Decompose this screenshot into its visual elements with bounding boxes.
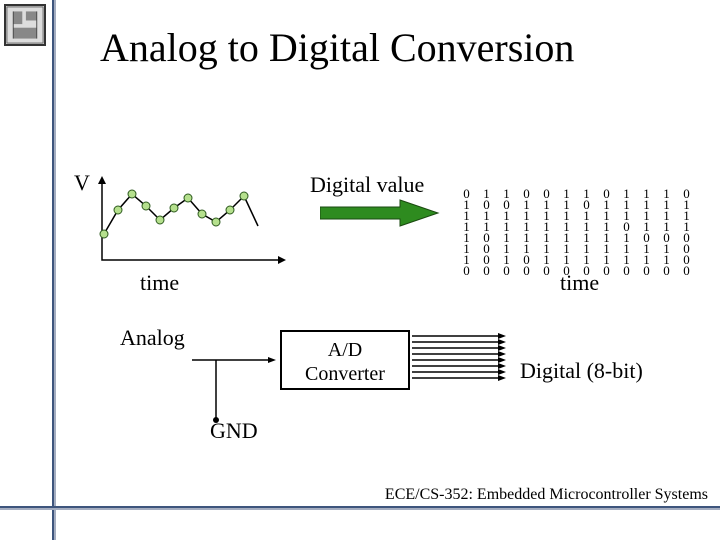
binary-value: 01111110: [460, 186, 473, 274]
slide-title: Analog to Digital Conversion: [100, 24, 574, 71]
footer-text: ECE/CS-352: Embedded Microcontroller Sys…: [385, 486, 708, 504]
binary-value: 01111110: [540, 186, 553, 274]
binary-value: 10111110: [580, 186, 593, 274]
time-label-left: time: [140, 270, 179, 296]
slide-frame-bottom: [0, 506, 720, 510]
wiring: [176, 330, 516, 440]
digital-value-label: Digital value: [310, 172, 424, 198]
binary-value: 01111110: [600, 186, 613, 274]
binary-value: 10111110: [500, 186, 513, 274]
analog-graph: [92, 176, 288, 266]
binary-value: 11101110: [620, 186, 633, 274]
digital-label: Digital (8-bit): [520, 358, 643, 384]
voltage-axis-label: V: [74, 170, 90, 196]
binary-value: 11110110: [660, 186, 673, 274]
chip-icon: [4, 4, 46, 46]
big-arrow: [320, 198, 440, 228]
binary-value: 11110110: [640, 186, 653, 274]
binary-value: 11111110: [560, 186, 573, 274]
binary-value: 01110000: [680, 186, 693, 274]
binary-value: 10110000: [480, 186, 493, 274]
slide-frame-left: [52, 0, 56, 540]
binary-value: 01111100: [520, 186, 533, 274]
binary-values: 01111110 10110000 10111110 01111100 01111110…: [460, 186, 700, 274]
